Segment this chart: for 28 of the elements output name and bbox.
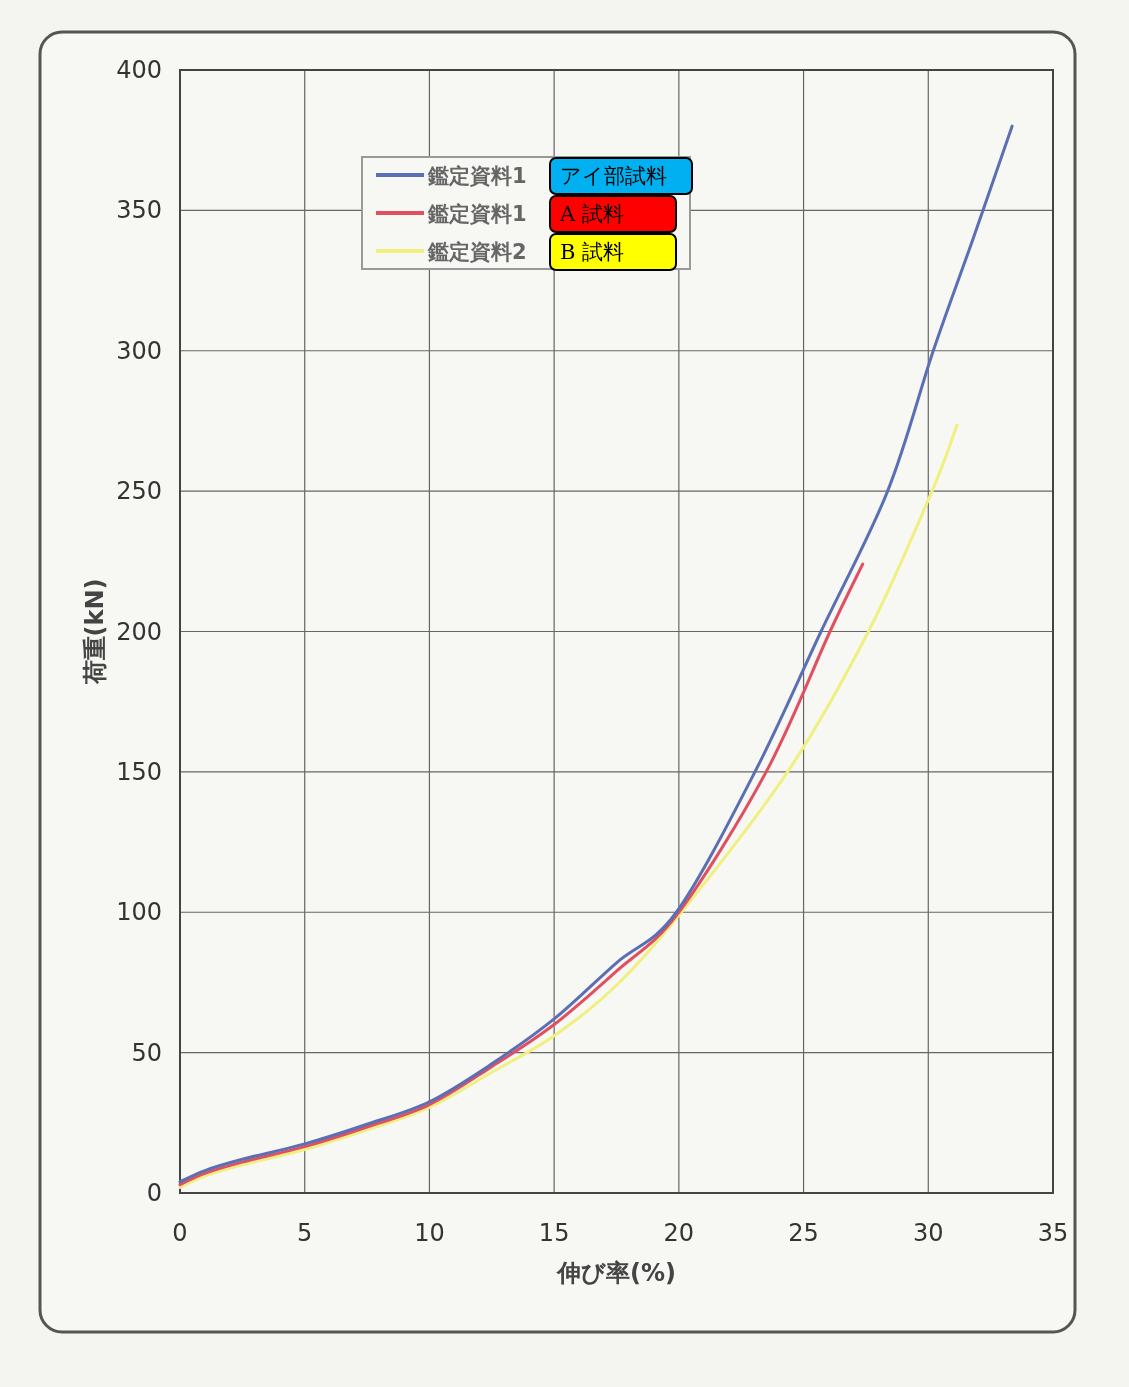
x-tick-label: 0 xyxy=(172,1219,188,1247)
annotation: A 試料 xyxy=(559,202,624,226)
y-tick-label: 200 xyxy=(116,617,162,646)
y-tick-label: 100 xyxy=(116,898,162,927)
x-tick-label: 10 xyxy=(414,1219,445,1247)
line-series xyxy=(178,562,865,1187)
y-tick-label: 250 xyxy=(116,477,162,506)
y-tick-label: 150 xyxy=(116,757,162,786)
y-axis-title: 荷重(kN) xyxy=(81,578,109,686)
x-tick-label: 15 xyxy=(538,1219,570,1247)
annotation: B 試料 xyxy=(560,240,625,264)
x-tick-label: 25 xyxy=(788,1219,819,1247)
x-tick-label: 20 xyxy=(663,1219,695,1247)
y-tick-label: 50 xyxy=(131,1038,162,1067)
x-axis-title: 伸び率(%) xyxy=(556,1259,676,1287)
x-tick-label: 5 xyxy=(297,1219,313,1247)
legend-label: 鑑定資料1 xyxy=(427,202,527,226)
y-tick-label: 300 xyxy=(116,336,162,365)
legend-label: 鑑定資料2 xyxy=(427,240,527,264)
line-series xyxy=(178,423,959,1189)
line-series xyxy=(178,124,1014,1184)
y-tick-label: 0 xyxy=(146,1179,162,1207)
x-tick-label: 30 xyxy=(913,1219,944,1247)
legend-label: 鑑定資料1 xyxy=(427,164,527,188)
y-tick-label: 350 xyxy=(116,196,162,225)
x-tick-label: 35 xyxy=(1037,1219,1069,1247)
annotation: アイ部試料 xyxy=(560,164,667,188)
y-tick-label: 400 xyxy=(116,56,162,84)
